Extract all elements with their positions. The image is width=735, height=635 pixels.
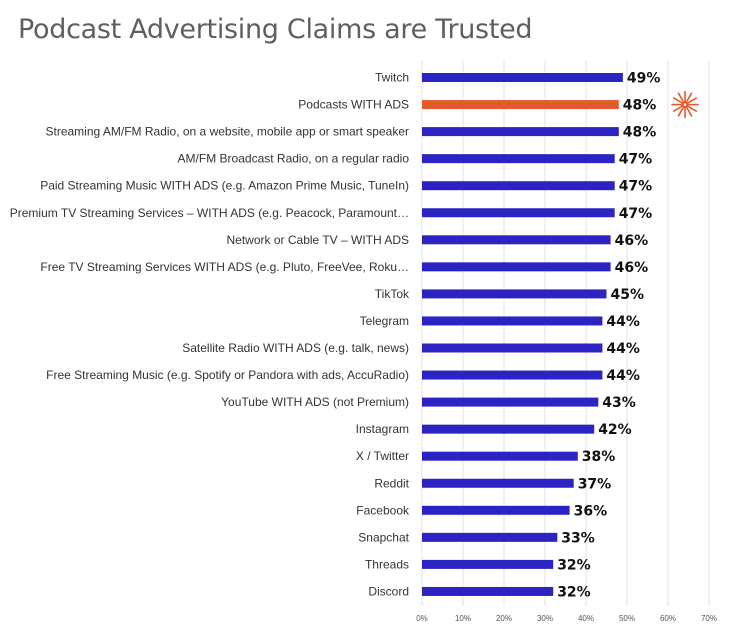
category-label: Telegram (360, 314, 409, 328)
value-label: 48% (623, 125, 657, 141)
bar (422, 505, 570, 515)
bars (422, 73, 623, 596)
bar (422, 262, 611, 272)
value-label: 38% (582, 449, 616, 465)
x-tick-label: 20% (496, 614, 512, 623)
bar (422, 370, 603, 380)
category-label: TikTok (375, 287, 410, 301)
x-tick-label: 30% (537, 614, 553, 623)
value-labels: 49% 48% 48% 47% 47% 47% 46% 46% 45% 44% 44% 44% 43% 4… (557, 71, 660, 601)
value-label: 46% (615, 233, 649, 249)
value-label: 47% (619, 152, 653, 168)
starburst-ray (685, 104, 698, 112)
value-label: 42% (598, 422, 632, 438)
category-label: Reddit (374, 476, 409, 490)
bar (422, 397, 599, 407)
value-label: 49% (627, 71, 661, 87)
starburst-ray (685, 105, 693, 117)
category-label: X / Twitter (356, 449, 409, 463)
bar (422, 343, 603, 353)
value-label: 48% (623, 98, 657, 114)
category-label: Free Streaming Music (e.g. Spotify or Pa… (46, 368, 409, 382)
category-label: Streaming AM/FM Radio, on a website, mob… (46, 125, 410, 139)
category-label: Podcasts WITH ADS (298, 98, 409, 112)
category-label: Satellite Radio WITH ADS (e.g. talk, new… (182, 341, 409, 355)
category-label: Twitch (375, 71, 409, 85)
bar (422, 181, 615, 191)
gridlines (421, 60, 710, 606)
value-label: 44% (606, 314, 640, 330)
bar (422, 316, 603, 326)
x-tick-label: 0% (416, 614, 428, 623)
category-label: Facebook (356, 503, 410, 517)
starburst-ray (672, 97, 685, 105)
category-label: Snapchat (358, 530, 409, 544)
x-axis-ticks: 0% 10% 20% 30% 40% 50% 60% 70% (416, 614, 717, 623)
value-label: 32% (557, 584, 591, 600)
category-labels: Twitch Podcasts WITH ADS Streaming AM/FM R… (10, 71, 410, 599)
starburst-ray (677, 92, 685, 104)
starburst-ray (672, 104, 685, 112)
x-tick-label: 50% (619, 614, 635, 623)
x-tick-label: 40% (578, 614, 594, 623)
value-label: 33% (561, 530, 595, 546)
bar (422, 586, 554, 596)
starburst-ray (685, 97, 698, 105)
chart-title: Podcast Advertising Claims are Trusted (18, 14, 533, 45)
value-label: 43% (602, 395, 636, 411)
bar (422, 532, 558, 542)
bar (422, 208, 615, 218)
value-label: 45% (611, 287, 645, 303)
value-label: 46% (615, 260, 649, 276)
x-tick-label: 10% (455, 614, 471, 623)
bar (422, 424, 595, 434)
category-label: Instagram (356, 422, 409, 436)
value-label: 47% (619, 206, 653, 222)
bar (422, 154, 615, 164)
category-label: Free TV Streaming Services WITH ADS (e.g… (40, 260, 409, 274)
bar (422, 127, 619, 137)
bar (422, 559, 554, 569)
value-label: 36% (574, 503, 608, 519)
bar (422, 100, 619, 110)
category-label: Premium TV Streaming Services – WITH ADS… (10, 206, 409, 220)
value-label: 44% (606, 368, 640, 384)
x-tick-label: 70% (701, 614, 717, 623)
bar (422, 451, 578, 461)
value-label: 44% (606, 341, 640, 357)
x-tick-label: 60% (660, 614, 676, 623)
bar (422, 289, 607, 299)
value-label: 37% (578, 476, 612, 492)
value-label: 32% (557, 557, 591, 573)
bar (422, 235, 611, 245)
category-label: Paid Streaming Music WITH ADS (e.g. Amaz… (40, 179, 409, 193)
starburst-ray (685, 92, 693, 104)
category-label: YouTube WITH ADS (not Premium) (221, 395, 409, 409)
category-label: Network or Cable TV – WITH ADS (227, 233, 410, 247)
starburst-ray (677, 105, 685, 117)
starburst-icon (671, 90, 699, 119)
bar (422, 73, 623, 82)
category-label: Threads (365, 557, 409, 571)
bar (422, 478, 574, 488)
category-label: AM/FM Broadcast Radio, on a regular radi… (178, 152, 410, 166)
category-label: Discord (368, 584, 409, 598)
value-label: 47% (619, 179, 653, 195)
